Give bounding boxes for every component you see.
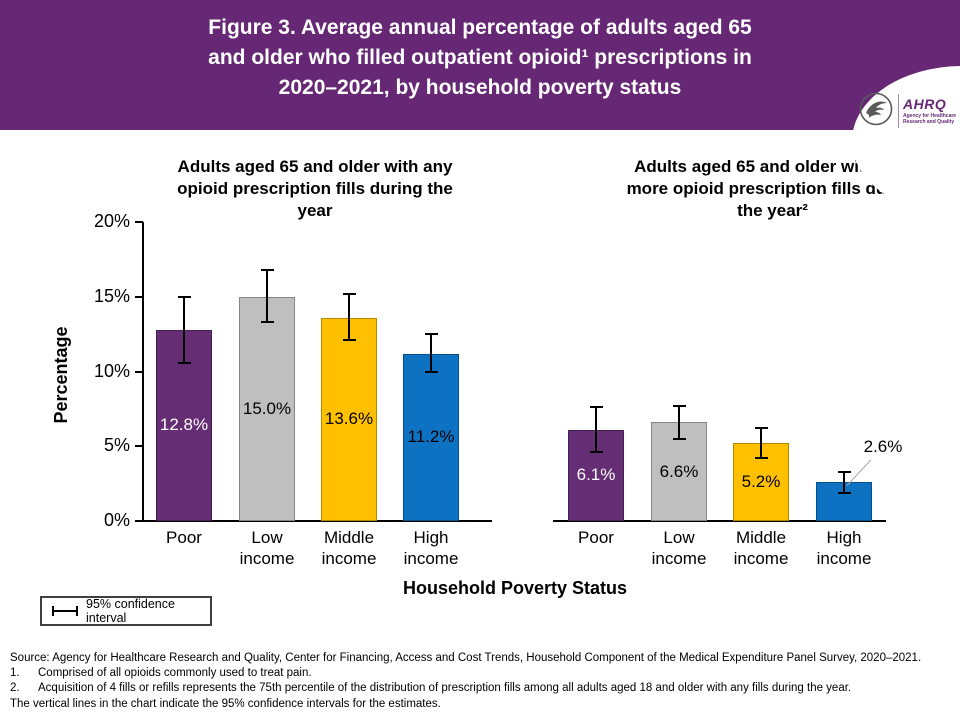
category-label-middle: Middle income bbox=[733, 528, 789, 568]
bar-value-label: 15.0% bbox=[242, 398, 292, 418]
bar-value-label: 11.2% bbox=[407, 427, 455, 447]
legend-label: 95% confidence interval bbox=[86, 597, 175, 625]
logo-divider bbox=[898, 94, 899, 128]
error-bar bbox=[595, 407, 597, 453]
error-bar-cap-bottom bbox=[424, 370, 438, 373]
error-bar-cap-top bbox=[754, 427, 768, 430]
x-axis-title: Household Poverty Status bbox=[402, 578, 628, 598]
y-tick-label: 10% bbox=[93, 360, 130, 381]
bar-value-label: 6.6% bbox=[659, 461, 699, 481]
bar-value-label-callout: 2.6% bbox=[863, 437, 903, 456]
ahrq-wordmark: AHRQ bbox=[903, 96, 947, 112]
category-label-poor: Poor bbox=[578, 528, 614, 547]
y-tick-mark bbox=[135, 520, 143, 522]
y-tick-label: 20% bbox=[93, 211, 130, 231]
ahrq-tagline: Agency for Healthcare Research and Quali… bbox=[903, 113, 957, 125]
panel-title-any-fills: Adults aged 65 and older with any opioid… bbox=[177, 157, 453, 220]
category-label-high: High income bbox=[816, 528, 872, 568]
error-bar-cap-top bbox=[837, 470, 851, 473]
source-line: Source: Agency for Healthcare Research a… bbox=[10, 652, 922, 664]
bar-middle bbox=[321, 317, 377, 521]
error-bar-cap-bottom bbox=[589, 451, 603, 454]
error-bar-cap-top bbox=[589, 406, 603, 409]
error-bar-cap-bottom bbox=[342, 339, 356, 342]
y-tick-mark bbox=[135, 445, 143, 448]
footnote-1: 1. Comprised of all opioids commonly use… bbox=[10, 667, 312, 680]
category-label-low: Low income bbox=[239, 528, 295, 568]
error-bar-cap-top bbox=[342, 292, 356, 295]
y-tick-label: 0% bbox=[103, 510, 130, 530]
bar-value-label: 6.1% bbox=[576, 465, 616, 485]
error-bar-cap-bottom bbox=[177, 361, 191, 364]
error-bar bbox=[760, 428, 762, 459]
error-bar bbox=[348, 293, 350, 341]
y-tick-mark bbox=[135, 295, 143, 298]
footnote-2: 2. Acquisition of 4 fills or refills rep… bbox=[10, 682, 852, 695]
confidence-interval-icon bbox=[52, 606, 78, 616]
error-bar-cap-bottom bbox=[672, 437, 686, 440]
x-axis-line-left-panel bbox=[142, 520, 492, 522]
y-tick-mark bbox=[135, 221, 143, 223]
error-bar bbox=[183, 296, 185, 363]
error-bar-cap-bottom bbox=[837, 491, 851, 494]
bar-high bbox=[403, 353, 459, 521]
x-axis-line-right-panel bbox=[553, 520, 886, 522]
error-bar bbox=[266, 269, 268, 323]
error-bar bbox=[430, 334, 432, 372]
y-axis-line bbox=[142, 222, 144, 522]
footer-notes: Source: Agency for Healthcare Research a… bbox=[10, 651, 955, 712]
y-tick-mark bbox=[135, 370, 143, 373]
bar-low bbox=[239, 296, 295, 521]
figure-header bbox=[0, 0, 960, 130]
error-bar-cap-bottom bbox=[260, 321, 274, 324]
category-label-poor: Poor bbox=[166, 528, 202, 547]
error-bar bbox=[843, 471, 845, 493]
bar-value-label: 12.8% bbox=[159, 415, 209, 435]
error-bar-cap-bottom bbox=[754, 457, 768, 460]
figure-title: Figure 3. Average annual percentage of a… bbox=[208, 16, 752, 99]
y-tick-label: 5% bbox=[103, 435, 130, 456]
bar-value-label: 13.6% bbox=[324, 409, 374, 429]
error-bar bbox=[678, 405, 680, 439]
ci-explanation-line: The vertical lines in the chart indicate… bbox=[10, 697, 441, 710]
category-label-low: Low income bbox=[651, 528, 707, 568]
legend: 95% confidence interval bbox=[40, 596, 212, 626]
category-label-high: High income bbox=[403, 528, 459, 568]
ahrq-logo: AHRQ Agency for Healthcare Research and … bbox=[858, 88, 958, 134]
error-bar-cap-top bbox=[177, 295, 191, 298]
bar-value-label: 5.2% bbox=[741, 472, 781, 492]
y-tick-label: 15% bbox=[93, 285, 130, 306]
hhs-eagle-icon bbox=[858, 91, 894, 132]
category-label-middle: Middle income bbox=[321, 528, 377, 568]
error-bar-cap-top bbox=[260, 268, 274, 271]
error-bar-cap-top bbox=[672, 404, 686, 407]
error-bar-cap-top bbox=[424, 333, 438, 336]
